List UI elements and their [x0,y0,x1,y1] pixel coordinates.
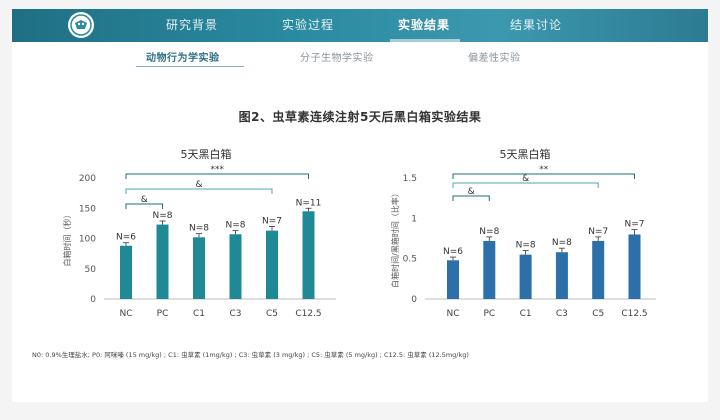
figure-title: 图2、虫草素连续注射5天后黑白箱实验结果 [238,110,482,124]
left-category-label: C12.5 [295,309,321,319]
right-significance-bracket [452,173,635,179]
left-bar-NC [120,245,132,299]
subnav-molecular-biology[interactable]: 分子生物学实验 [300,53,374,64]
right-n-label: N=8 [479,227,499,237]
right-bar-C3 [555,252,568,299]
right-y-tick-label: 1 [411,214,417,224]
right-n-label: N=6 [443,247,463,257]
right-bar-C1 [519,254,532,299]
right-category-label: PC [483,309,495,319]
right-category-label: C3 [556,309,568,319]
left-n-label: N=8 [226,221,246,231]
left-significance-bracket [125,188,273,194]
right-category-label: C1 [520,309,532,319]
right-n-label: N=8 [516,241,536,251]
left-category-label: C5 [266,309,278,319]
left-category-label: PC [157,309,169,319]
left-n-label: N=8 [189,224,209,234]
right-significance-label: ** [539,165,549,175]
right-chart-title: 5天黑白箱 [500,147,551,161]
left-y-tick-label: 200 [79,174,96,184]
left-y-tick-label: 0 [90,295,96,305]
left-bar-C3 [229,234,242,299]
left-significance-bracket [125,173,309,179]
right-y-tick-label: 0.5 [403,255,417,265]
right-y-axis-label: 白箱时间/黑箱时间（比率） [390,189,400,288]
right-category-label: C12.5 [621,309,647,319]
right-significance-label: & [522,174,529,184]
left-n-label: N=11 [296,198,322,208]
left-y-tick-label: 50 [85,265,97,275]
left-category-label: C3 [229,309,241,319]
subnav-bias-experiment[interactable]: 偏差性实验 [468,53,521,64]
slide-card: 研究背景 实验过程 实验结果 结果讨论 动物行为学实验 分子生物学实验 偏差性实… [12,9,708,402]
left-significance-label: & [141,195,148,205]
top-navigation-bar: 研究背景 实验过程 实验结果 结果讨论 [12,9,708,42]
left-bar-C12.5 [302,211,315,299]
right-significance-bracket [452,195,490,201]
right-n-label: N=7 [588,227,608,237]
figure-footnote: N0: 0.9%生理盐水; P0: 阿咪嗪 (15 mg/kg) ; C1: 虫… [32,351,469,359]
right-category-label: NC [446,309,459,319]
right-significance-label: & [468,187,475,197]
left-bar-C5 [266,230,278,299]
left-y-axis-label: 白箱时间（秒） [62,211,72,267]
right-category-label: C5 [592,309,604,319]
left-y-tick-label: 150 [79,204,96,214]
right-n-label: N=8 [552,238,572,248]
nav-tab-results-discussion[interactable]: 结果讨论 [509,18,562,32]
subnav-animal-behavior[interactable]: 动物行为学实验 [146,53,220,64]
nav-tab-research-background[interactable]: 研究背景 [165,18,218,32]
left-category-label: NC [119,309,132,319]
right-y-tick-label: 0 [411,295,417,305]
right-significance-bracket [452,182,599,188]
right-n-label: N=7 [625,220,645,230]
right-bar-NC [447,260,459,299]
nav-tab-experiment-process[interactable]: 实验过程 [281,18,334,32]
right-bar-PC [483,240,496,299]
right-bar-C5 [592,240,605,299]
right-bar-C12.5 [628,234,641,299]
left-category-label: C1 [193,309,205,319]
right-y-tick-label: 1.5 [403,174,417,184]
left-significance-label: & [195,180,202,190]
left-n-label: N=8 [153,211,173,221]
left-chart-title: 5天黑白箱 [181,147,232,161]
logo-icon [68,12,94,38]
left-n-label: N=7 [262,216,282,226]
left-significance-bracket [125,203,163,209]
subnav-underline [136,66,244,67]
active-tab-indicator [390,39,460,42]
left-bar-PC [156,224,169,299]
left-bar-C1 [193,237,205,299]
nav-tab-experiment-results[interactable]: 实验结果 [397,18,450,32]
left-significance-label: *** [211,165,225,175]
left-y-tick-label: 100 [79,235,96,245]
left-n-label: N=6 [116,233,136,243]
